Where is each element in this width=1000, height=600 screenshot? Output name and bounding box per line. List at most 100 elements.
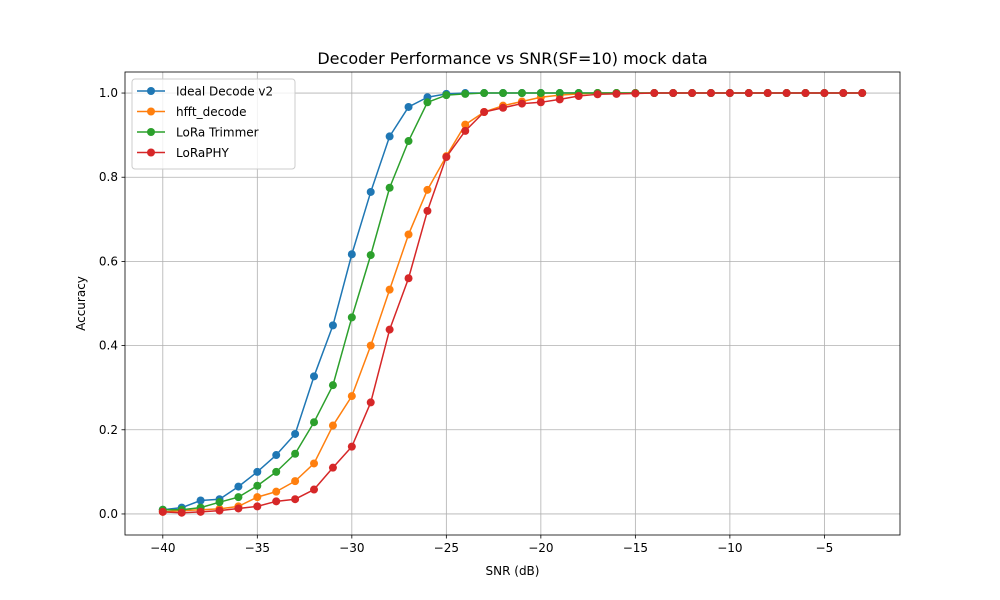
- data-point: [291, 429, 300, 438]
- data-point: [461, 120, 470, 129]
- data-point: [328, 321, 337, 330]
- data-point: [366, 398, 375, 407]
- data-point: [291, 449, 300, 458]
- data-point: [347, 313, 356, 322]
- data-point: [706, 89, 715, 98]
- data-point: [763, 89, 772, 98]
- data-point: [612, 89, 621, 98]
- data-point: [272, 451, 281, 460]
- data-point: [404, 137, 413, 146]
- data-point: [782, 89, 791, 98]
- data-point: [385, 132, 394, 141]
- data-point: [158, 507, 167, 516]
- legend-label: Ideal Decode v2: [176, 85, 273, 99]
- legend-label: LoRa Trimmer: [176, 126, 259, 140]
- data-point: [328, 463, 337, 472]
- data-point: [272, 497, 281, 506]
- data-point: [385, 325, 394, 334]
- x-tick-label: −20: [528, 541, 553, 555]
- y-tick-label: 0.2: [99, 423, 118, 437]
- data-point: [499, 103, 508, 112]
- data-point: [196, 496, 205, 505]
- x-tick-label: −5: [816, 541, 834, 555]
- data-point: [423, 185, 432, 194]
- data-point: [517, 99, 526, 108]
- data-point: [310, 372, 319, 381]
- data-point: [310, 418, 319, 427]
- legend-marker: [147, 107, 155, 116]
- data-point: [839, 89, 848, 98]
- data-point: [253, 467, 262, 476]
- data-point: [291, 495, 300, 504]
- data-point: [555, 95, 564, 104]
- data-point: [404, 102, 413, 111]
- y-tick-label: 0.6: [99, 254, 118, 268]
- legend-item: hfft_decode: [137, 105, 247, 119]
- data-point: [366, 251, 375, 260]
- data-point: [442, 91, 451, 100]
- data-point: [820, 89, 829, 98]
- data-point: [196, 507, 205, 516]
- y-tick-label: 0.8: [99, 170, 118, 184]
- x-tick-label: −30: [339, 541, 364, 555]
- data-point: [366, 187, 375, 196]
- legend: Ideal Decode v2 hfft_decode LoRa Trimmer Lo…: [131, 78, 296, 170]
- data-point: [536, 98, 545, 107]
- data-point: [555, 89, 564, 98]
- x-tick-label: −35: [245, 541, 270, 555]
- data-point: [328, 421, 337, 430]
- legend-label: LoRaPHY: [176, 146, 230, 160]
- data-point: [461, 89, 470, 98]
- x-tick-label: −40: [150, 541, 175, 555]
- data-point: [177, 508, 186, 517]
- data-point: [858, 89, 867, 98]
- data-point: [669, 89, 678, 98]
- y-axis-label: Accuracy: [74, 276, 88, 331]
- data-point: [272, 467, 281, 476]
- data-point: [347, 392, 356, 401]
- data-point: [234, 504, 243, 513]
- legend-item: Ideal Decode v2: [137, 85, 273, 99]
- data-point: [347, 250, 356, 259]
- data-point: [744, 89, 753, 98]
- data-point: [234, 493, 243, 502]
- data-point: [310, 485, 319, 494]
- data-point: [517, 89, 526, 98]
- data-point: [423, 206, 432, 215]
- data-point: [404, 274, 413, 283]
- data-point: [215, 506, 224, 515]
- data-point: [725, 89, 734, 98]
- data-point: [593, 90, 602, 99]
- data-point: [215, 498, 224, 507]
- data-point: [328, 381, 337, 390]
- data-point: [442, 153, 451, 162]
- data-point: [347, 442, 356, 451]
- data-point: [272, 487, 281, 496]
- data-point: [480, 107, 489, 116]
- data-point: [499, 89, 508, 98]
- data-point: [291, 477, 300, 486]
- data-point: [536, 89, 545, 98]
- legend-item: LoRa Trimmer: [137, 126, 259, 140]
- data-point: [310, 459, 319, 468]
- ticks: −40 −35 −30 −25 −20 −15 −10 −5 0.0 0.2 0.4 0.6 0.8 1.…: [99, 86, 833, 555]
- data-point: [650, 89, 659, 98]
- data-point: [461, 126, 470, 135]
- series-3: [158, 89, 867, 517]
- y-tick-label: 0.4: [99, 339, 118, 353]
- x-tick-label: −15: [623, 541, 648, 555]
- data-point: [366, 341, 375, 350]
- data-point: [631, 89, 640, 98]
- data-point: [574, 91, 583, 100]
- x-tick-label: −25: [434, 541, 459, 555]
- data-point: [480, 89, 489, 98]
- data-point: [688, 89, 697, 98]
- legend-marker: [147, 87, 155, 95]
- data-point: [423, 98, 432, 107]
- legend-label: hfft_decode: [176, 105, 247, 119]
- series-layer: [158, 89, 867, 517]
- y-tick-label: 1.0: [99, 86, 118, 100]
- y-tick-label: 0.0: [99, 507, 118, 521]
- legend-item: LoRaPHY: [137, 146, 230, 160]
